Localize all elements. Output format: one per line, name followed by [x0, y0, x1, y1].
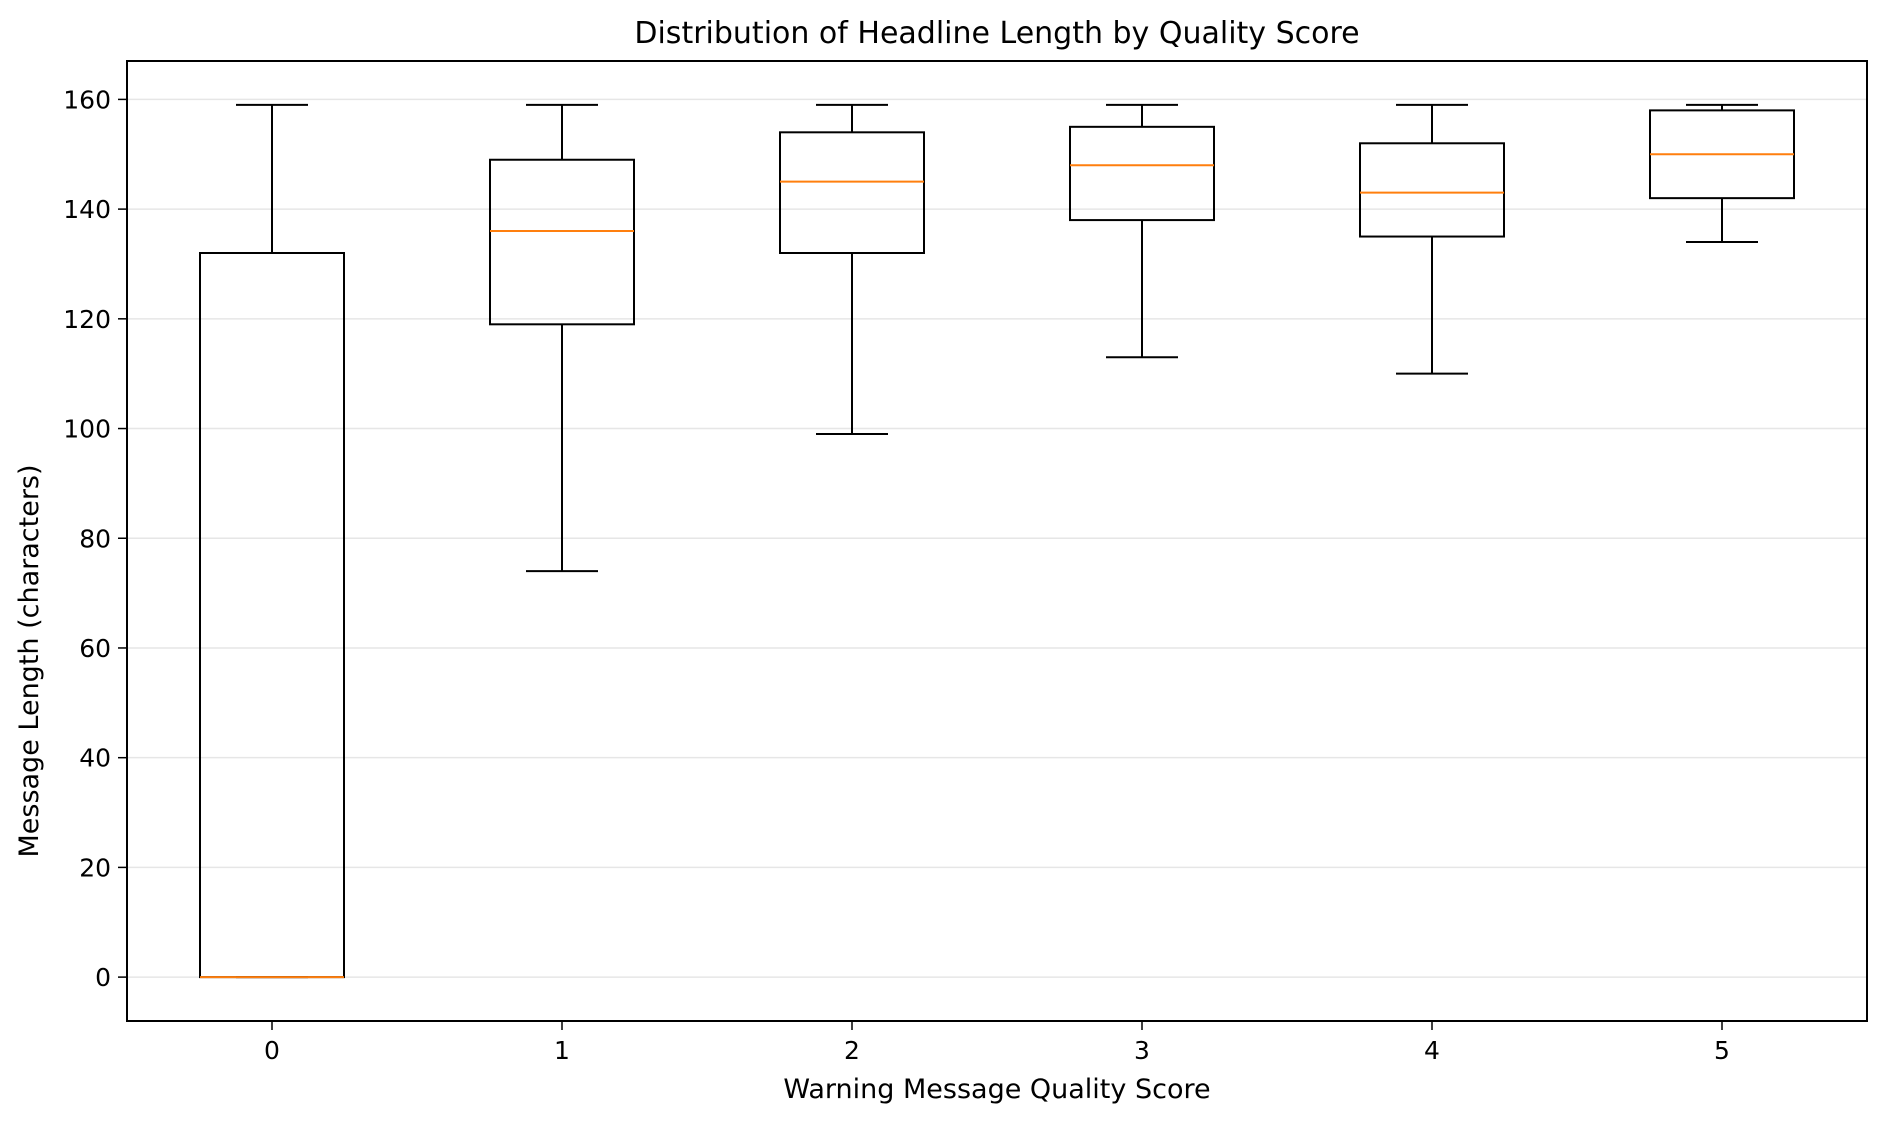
chart-title: Distribution of Headline Length by Quali…: [634, 16, 1359, 51]
grid-lines: [127, 98, 1867, 978]
y-tick-label: 40: [79, 744, 111, 773]
iqr-box: [779, 131, 925, 254]
y-tick-label: 100: [63, 415, 111, 444]
x-tick-label: 3: [1134, 1036, 1150, 1065]
box-0: [199, 103, 345, 979]
y-axis-label: Message Length (characters): [14, 464, 45, 857]
box-4: [1359, 103, 1505, 375]
box-2: [779, 103, 925, 436]
x-tick-label: 1: [554, 1036, 570, 1065]
axes-layer: 0 20 40 60 80 100 120 140 160 0 1 2 3 4 5: [63, 85, 1730, 1065]
iqr-box: [489, 158, 635, 326]
y-tick-label: 120: [63, 305, 111, 334]
boxes-layer: [199, 103, 1795, 979]
y-tick-label: 0: [95, 963, 111, 992]
box-1: [489, 103, 635, 573]
plot-frame: [126, 60, 1868, 1022]
x-tick-label: 5: [1714, 1036, 1730, 1065]
y-tick-label: 20: [79, 853, 111, 882]
y-tick-label: 160: [63, 85, 111, 114]
box-5: [1649, 103, 1795, 244]
x-tick-label: 0: [264, 1036, 280, 1065]
y-tick-label: 60: [79, 634, 111, 663]
iqr-box: [1069, 125, 1215, 222]
y-tick-label: 80: [79, 524, 111, 553]
box-3: [1069, 103, 1215, 359]
x-axis-label: Warning Message Quality Score: [783, 1074, 1210, 1105]
x-tick-label: 2: [844, 1036, 860, 1065]
x-tick-label: 4: [1424, 1036, 1440, 1065]
iqr-box: [1359, 142, 1505, 238]
y-tick-label: 140: [63, 195, 111, 224]
